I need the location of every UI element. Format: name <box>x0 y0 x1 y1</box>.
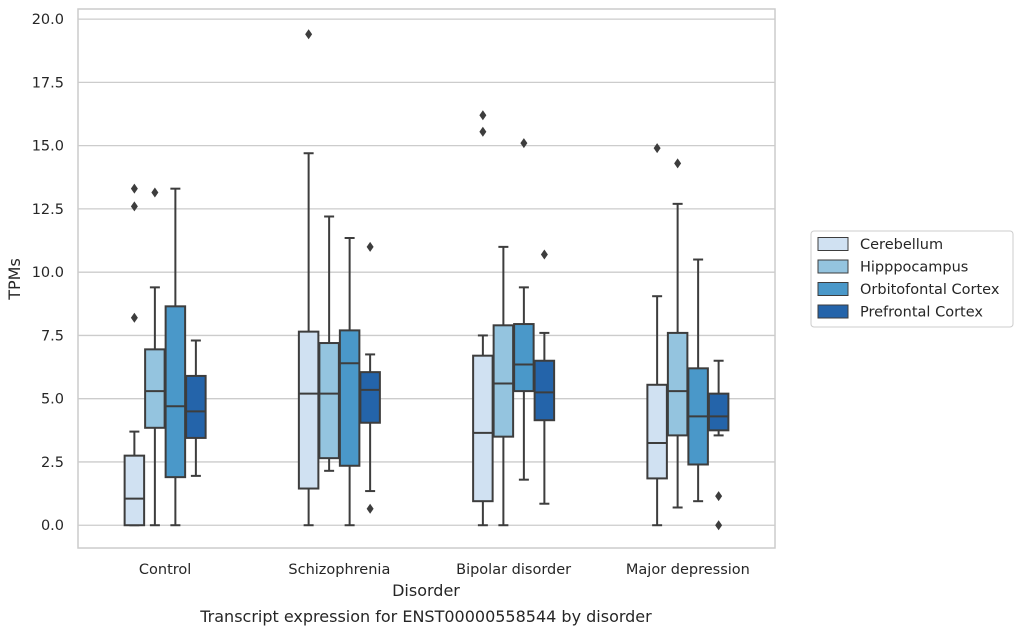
legend-swatch <box>817 237 849 251</box>
outlier-point <box>130 312 138 323</box>
box-plot-marks <box>123 29 730 531</box>
y-tick-label: 5.0 <box>41 392 64 408</box>
box <box>646 383 668 480</box>
box <box>318 342 340 460</box>
box-group <box>472 110 494 527</box>
box <box>533 359 556 422</box>
box-group <box>359 241 381 514</box>
x-tick-label: Major depression <box>626 562 750 578</box>
box-group <box>492 245 515 527</box>
outlier-point <box>305 29 313 40</box>
y-tick-label: 7.5 <box>41 328 64 344</box>
outlier-point <box>366 503 374 514</box>
y-tick-label: 20.0 <box>32 12 64 28</box>
box <box>707 392 730 432</box>
outlier-point <box>479 126 487 137</box>
box-group <box>123 183 146 527</box>
box-group <box>666 158 689 509</box>
x-axis-ticks: Control Schizophrenia Bipolar disorder Majo… <box>139 562 750 578</box>
plot-frame <box>77 8 776 549</box>
outlier-point <box>479 110 487 121</box>
outlier-point <box>715 491 723 502</box>
legend-label: Prefrontal Cortex <box>860 305 983 321</box>
legend-swatch <box>817 282 849 296</box>
outlier-point <box>520 138 528 149</box>
box-group <box>318 215 340 472</box>
outlier-point <box>653 143 661 154</box>
box <box>144 348 166 429</box>
box-group <box>185 339 207 477</box>
x-tick-label: Schizophrenia <box>288 562 390 578</box>
y-tick-label: 15.0 <box>32 139 64 155</box>
x-tick-label: Control <box>139 562 191 578</box>
y-tick-label: 2.5 <box>41 455 64 471</box>
legend-frame <box>810 230 1014 328</box>
legend-label: Cerebellum <box>860 237 943 253</box>
box <box>185 374 207 439</box>
legend-label: Hipppocampus <box>860 260 968 276</box>
outlier-point <box>130 201 138 212</box>
y-axis-label: TPMs <box>5 258 24 301</box>
x-axis-label: Disorder <box>392 581 460 600</box>
box <box>472 354 494 503</box>
box <box>123 454 146 527</box>
legend-swatch <box>817 304 849 319</box>
box-group <box>338 237 361 527</box>
box-group <box>707 359 730 531</box>
y-tick-label: 17.5 <box>32 75 64 91</box>
outlier-point <box>151 187 159 198</box>
y-axis-ticks: 0.0 2.5 5.0 7.5 10.0 12.5 15.0 17.5 20.0 <box>32 12 64 534</box>
box-group <box>513 138 535 481</box>
box <box>359 371 381 424</box>
outlier-point <box>540 249 548 260</box>
box-group <box>646 143 668 527</box>
chart-caption: Transcript expression for ENST0000055854… <box>199 607 652 626</box>
box-group <box>297 29 320 527</box>
y-tick-label: 12.5 <box>32 202 64 218</box>
outlier-point <box>366 241 374 252</box>
legend: Cerebellum Hipppocampus Orbitofontal Corte… <box>810 230 1014 328</box>
box <box>338 329 361 467</box>
y-tick-label: 10.0 <box>32 265 64 281</box>
box <box>297 330 320 490</box>
outlier-point <box>674 158 682 169</box>
outlier-point <box>130 183 138 194</box>
box-group <box>687 258 709 503</box>
box-group <box>164 187 187 527</box>
box <box>164 305 187 479</box>
y-tick-label: 0.0 <box>41 518 64 534</box>
box-group <box>533 249 556 505</box>
x-tick-label: Bipolar disorder <box>456 562 571 578</box>
box <box>666 331 689 437</box>
box-group <box>144 187 166 527</box>
outlier-point <box>715 520 723 531</box>
legend-swatch <box>817 259 849 274</box>
legend-label: Orbitofontal Cortex <box>860 282 1000 298</box>
box <box>513 323 535 393</box>
box <box>492 324 515 438</box>
